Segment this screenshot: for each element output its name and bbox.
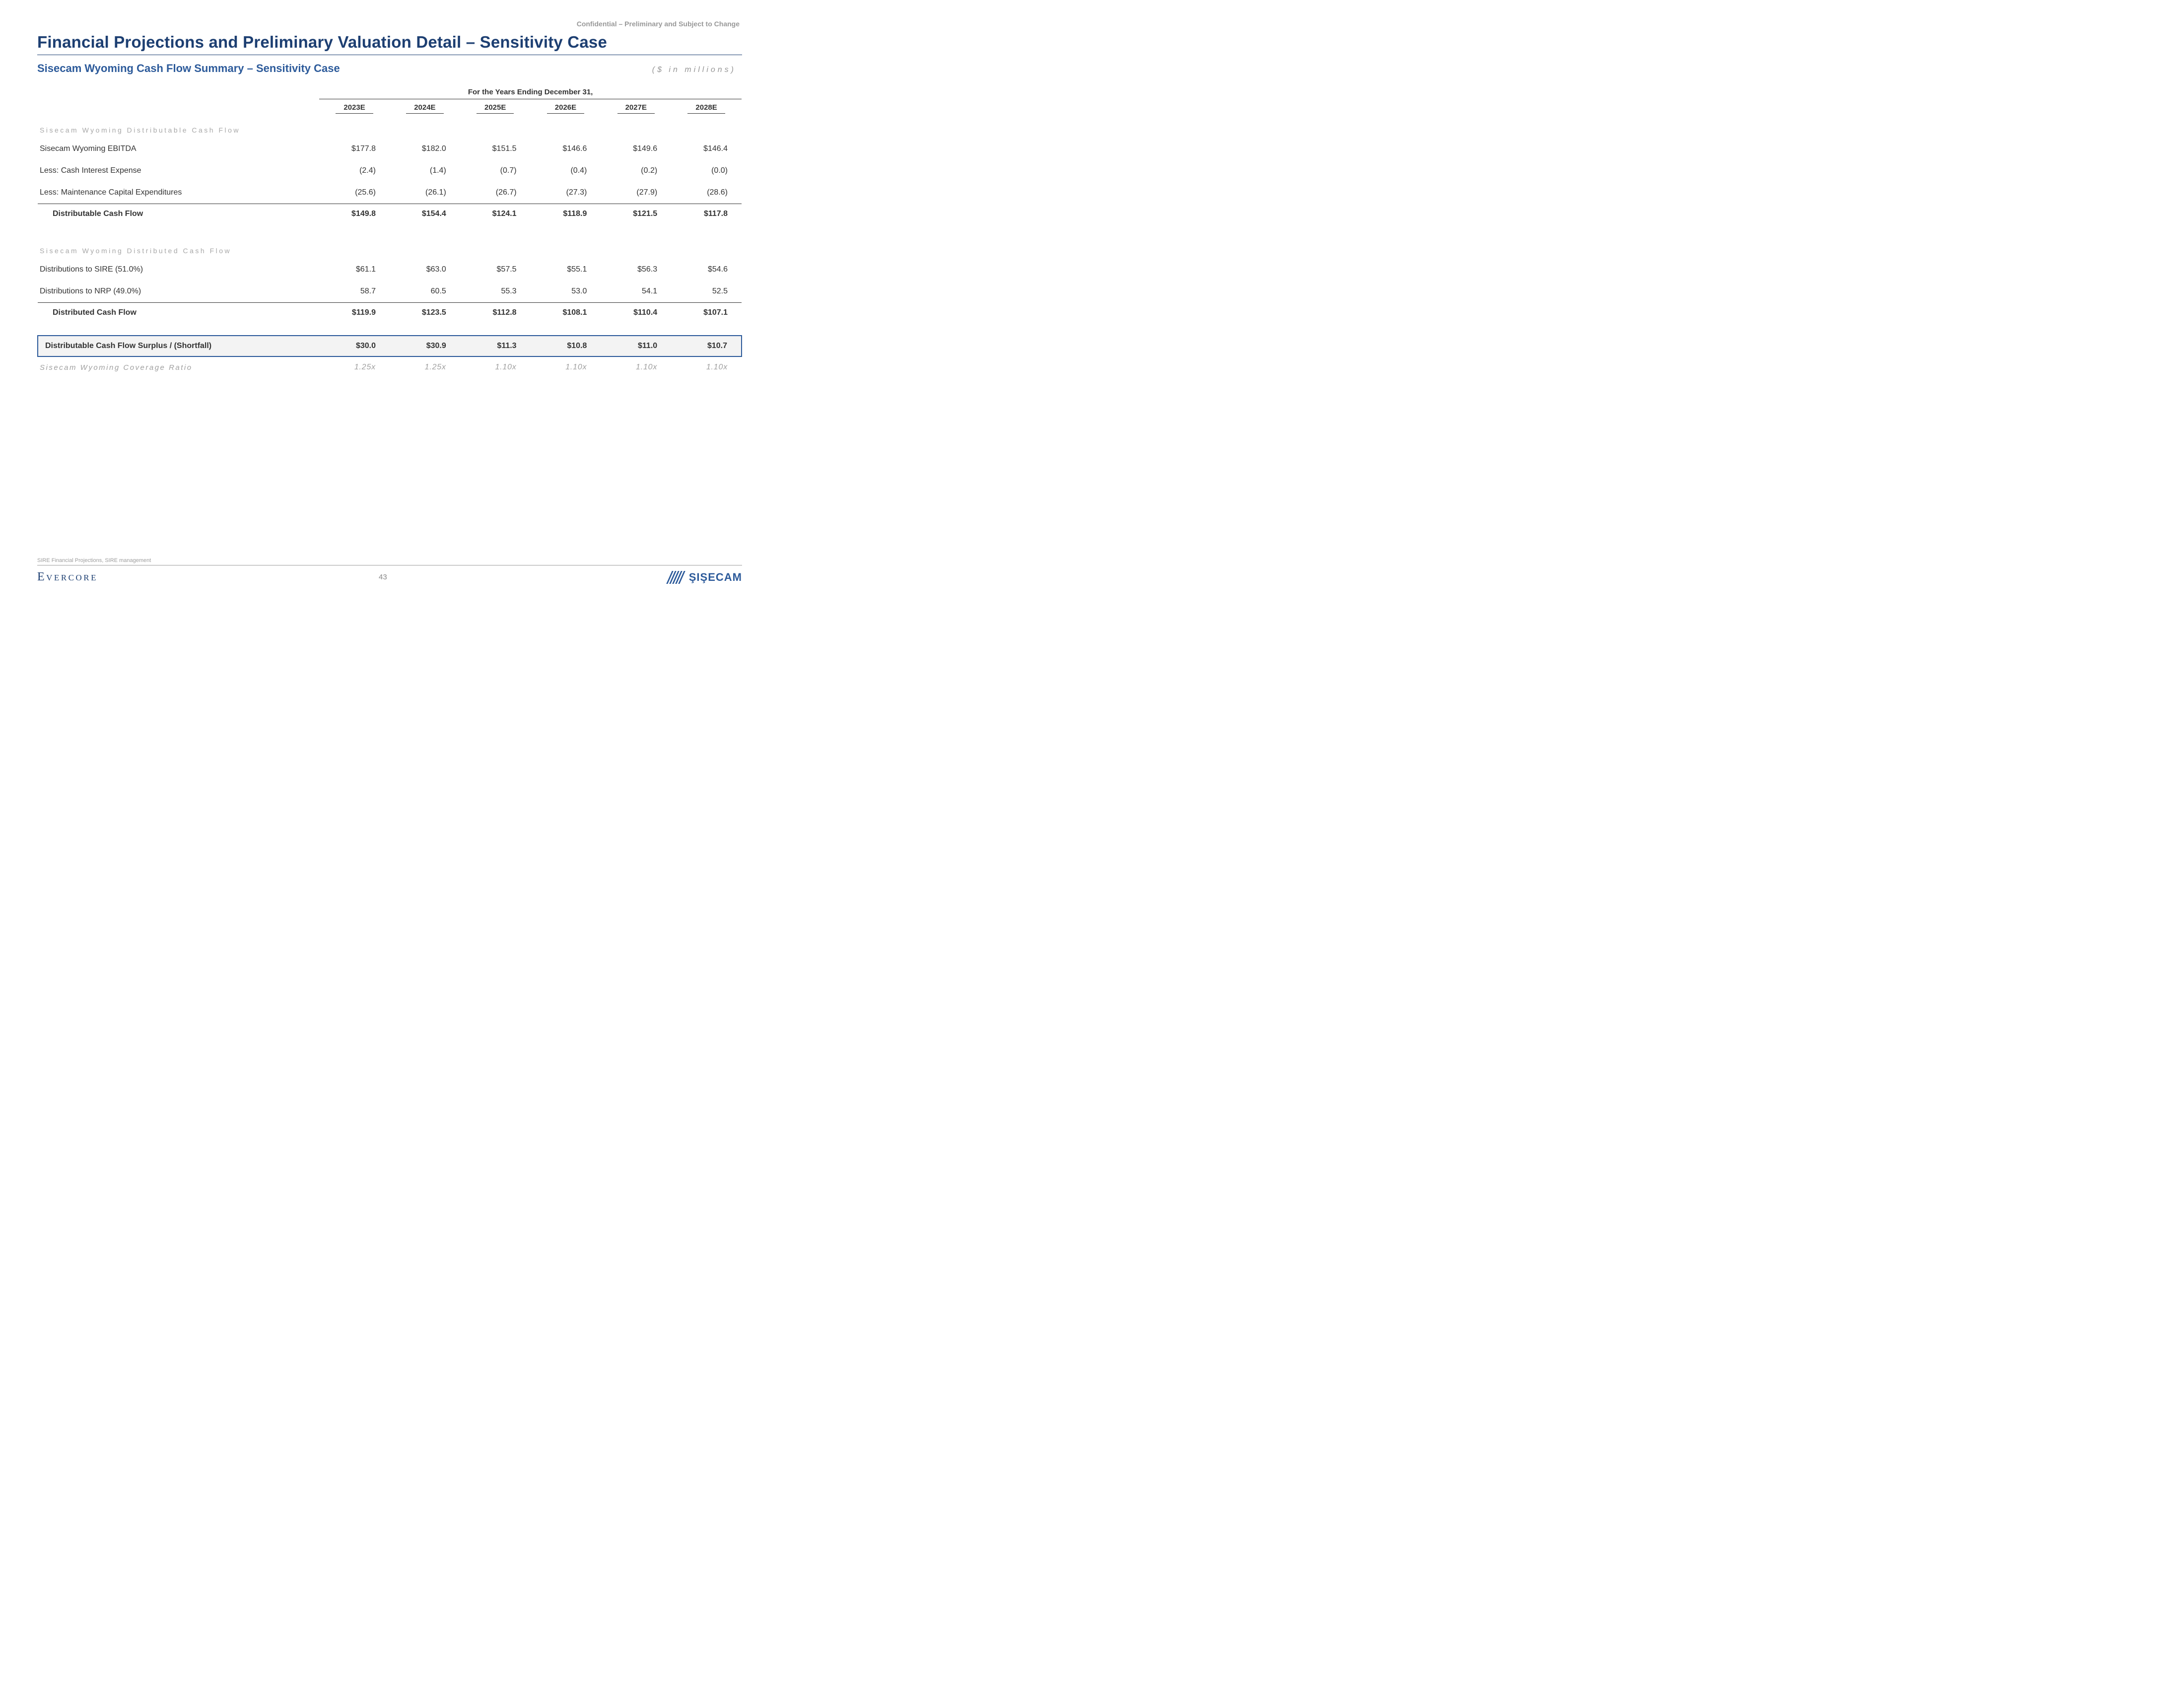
cell: $112.8 bbox=[460, 303, 531, 323]
table-row: Sisecam Wyoming EBITDA $177.8 $182.0 $15… bbox=[38, 138, 742, 160]
row-label: Sisecam Wyoming EBITDA bbox=[38, 138, 319, 160]
source-note: SIRE Financial Projections, SIRE managem… bbox=[37, 558, 742, 565]
cell: (27.3) bbox=[531, 182, 601, 204]
page-number: 43 bbox=[379, 573, 387, 581]
table-row: Distributions to SIRE (51.0%) $61.1 $63.… bbox=[38, 259, 742, 281]
sisecam-logo: ŞIŞECAM bbox=[668, 571, 742, 584]
cell: 52.5 bbox=[671, 281, 742, 303]
cash-flow-table: For the Years Ending December 31, 2023E … bbox=[37, 86, 742, 378]
cell: $110.4 bbox=[601, 303, 671, 323]
cell: 58.7 bbox=[319, 281, 390, 303]
row-label: Less: Cash Interest Expense bbox=[38, 160, 319, 182]
page-title: Financial Projections and Preliminary Va… bbox=[37, 33, 742, 52]
cell: 1.10x bbox=[531, 356, 601, 378]
confidential-banner: Confidential – Preliminary and Subject t… bbox=[37, 20, 740, 28]
cell: $10.7 bbox=[671, 336, 742, 356]
cell: $57.5 bbox=[460, 259, 531, 281]
col-year: 2024E bbox=[390, 99, 460, 117]
cell: (26.7) bbox=[460, 182, 531, 204]
cell: $30.9 bbox=[390, 336, 460, 356]
cell: 54.1 bbox=[601, 281, 671, 303]
subtitle-row: Sisecam Wyoming Cash Flow Summary – Sens… bbox=[37, 62, 742, 75]
cell: $123.5 bbox=[390, 303, 460, 323]
cell: $177.8 bbox=[319, 138, 390, 160]
cell: $108.1 bbox=[531, 303, 601, 323]
row-label: Distributions to NRP (49.0%) bbox=[38, 281, 319, 303]
col-year: 2023E bbox=[319, 99, 390, 117]
col-year: 2028E bbox=[671, 99, 742, 117]
table-row: Less: Maintenance Capital Expenditures (… bbox=[38, 182, 742, 204]
cell: $11.3 bbox=[460, 336, 531, 356]
cell: 55.3 bbox=[460, 281, 531, 303]
row-label: Less: Maintenance Capital Expenditures bbox=[38, 182, 319, 204]
cell: $124.1 bbox=[460, 204, 531, 224]
cell: $182.0 bbox=[390, 138, 460, 160]
surplus-row: Distributable Cash Flow Surplus / (Short… bbox=[38, 336, 742, 356]
row-label: Distributable Cash Flow Surplus / (Short… bbox=[38, 336, 319, 356]
cell: (26.1) bbox=[390, 182, 460, 204]
cell: 60.5 bbox=[390, 281, 460, 303]
row-label: Distributable Cash Flow bbox=[38, 204, 319, 224]
cell: 1.10x bbox=[601, 356, 671, 378]
cell: (27.9) bbox=[601, 182, 671, 204]
section-label-distributed: Sisecam Wyoming Distributed Cash Flow bbox=[38, 237, 742, 259]
cell: $56.3 bbox=[601, 259, 671, 281]
cell: (0.2) bbox=[601, 160, 671, 182]
col-year: 2026E bbox=[531, 99, 601, 117]
cell: $151.5 bbox=[460, 138, 531, 160]
table-row-total: Distributable Cash Flow $149.8 $154.4 $1… bbox=[38, 204, 742, 224]
cell: 1.25x bbox=[390, 356, 460, 378]
row-label: Sisecam Wyoming Coverage Ratio bbox=[38, 356, 319, 378]
coverage-ratio-row: Sisecam Wyoming Coverage Ratio 1.25x 1.2… bbox=[38, 356, 742, 378]
table-year-header: 2023E 2024E 2025E 2026E 2027E 2028E bbox=[38, 99, 742, 117]
cell: $30.0 bbox=[319, 336, 390, 356]
cell: $154.4 bbox=[390, 204, 460, 224]
cell: $119.9 bbox=[319, 303, 390, 323]
col-year: 2027E bbox=[601, 99, 671, 117]
cell: (1.4) bbox=[390, 160, 460, 182]
section-subtitle: Sisecam Wyoming Cash Flow Summary – Sens… bbox=[37, 62, 340, 75]
cell: $146.4 bbox=[671, 138, 742, 160]
cell: $11.0 bbox=[601, 336, 671, 356]
cell: $146.6 bbox=[531, 138, 601, 160]
evercore-logo: Evercore bbox=[37, 570, 98, 584]
cell: $121.5 bbox=[601, 204, 671, 224]
cell: 1.10x bbox=[671, 356, 742, 378]
sisecam-logo-text: ŞIŞECAM bbox=[689, 571, 742, 584]
units-label: ($ in millions) bbox=[652, 66, 736, 74]
cell: $117.8 bbox=[671, 204, 742, 224]
table-super-header: For the Years Ending December 31, bbox=[38, 86, 742, 99]
cell: (25.6) bbox=[319, 182, 390, 204]
cell: 1.25x bbox=[319, 356, 390, 378]
table-row: Less: Cash Interest Expense (2.4) (1.4) … bbox=[38, 160, 742, 182]
cell: $10.8 bbox=[531, 336, 601, 356]
cell: (0.4) bbox=[531, 160, 601, 182]
cell: $149.6 bbox=[601, 138, 671, 160]
cell: 53.0 bbox=[531, 281, 601, 303]
cell: (0.7) bbox=[460, 160, 531, 182]
section-label-distributable: Sisecam Wyoming Distributable Cash Flow bbox=[38, 116, 742, 138]
cell: $107.1 bbox=[671, 303, 742, 323]
cell: (28.6) bbox=[671, 182, 742, 204]
footer: SIRE Financial Projections, SIRE managem… bbox=[37, 558, 742, 584]
col-year: 2025E bbox=[460, 99, 531, 117]
cell: $54.6 bbox=[671, 259, 742, 281]
cell: $55.1 bbox=[531, 259, 601, 281]
table-row-total: Distributed Cash Flow $119.9 $123.5 $112… bbox=[38, 303, 742, 323]
cell: $63.0 bbox=[390, 259, 460, 281]
table-row: Distributions to NRP (49.0%) 58.7 60.5 5… bbox=[38, 281, 742, 303]
row-label: Distributed Cash Flow bbox=[38, 303, 319, 323]
cell: $118.9 bbox=[531, 204, 601, 224]
cell: (2.4) bbox=[319, 160, 390, 182]
cell: $61.1 bbox=[319, 259, 390, 281]
cell: $149.8 bbox=[319, 204, 390, 224]
cell: (0.0) bbox=[671, 160, 742, 182]
row-label: Distributions to SIRE (51.0%) bbox=[38, 259, 319, 281]
years-span-header: For the Years Ending December 31, bbox=[319, 86, 742, 99]
cell: 1.10x bbox=[460, 356, 531, 378]
stripes-icon bbox=[668, 571, 685, 584]
